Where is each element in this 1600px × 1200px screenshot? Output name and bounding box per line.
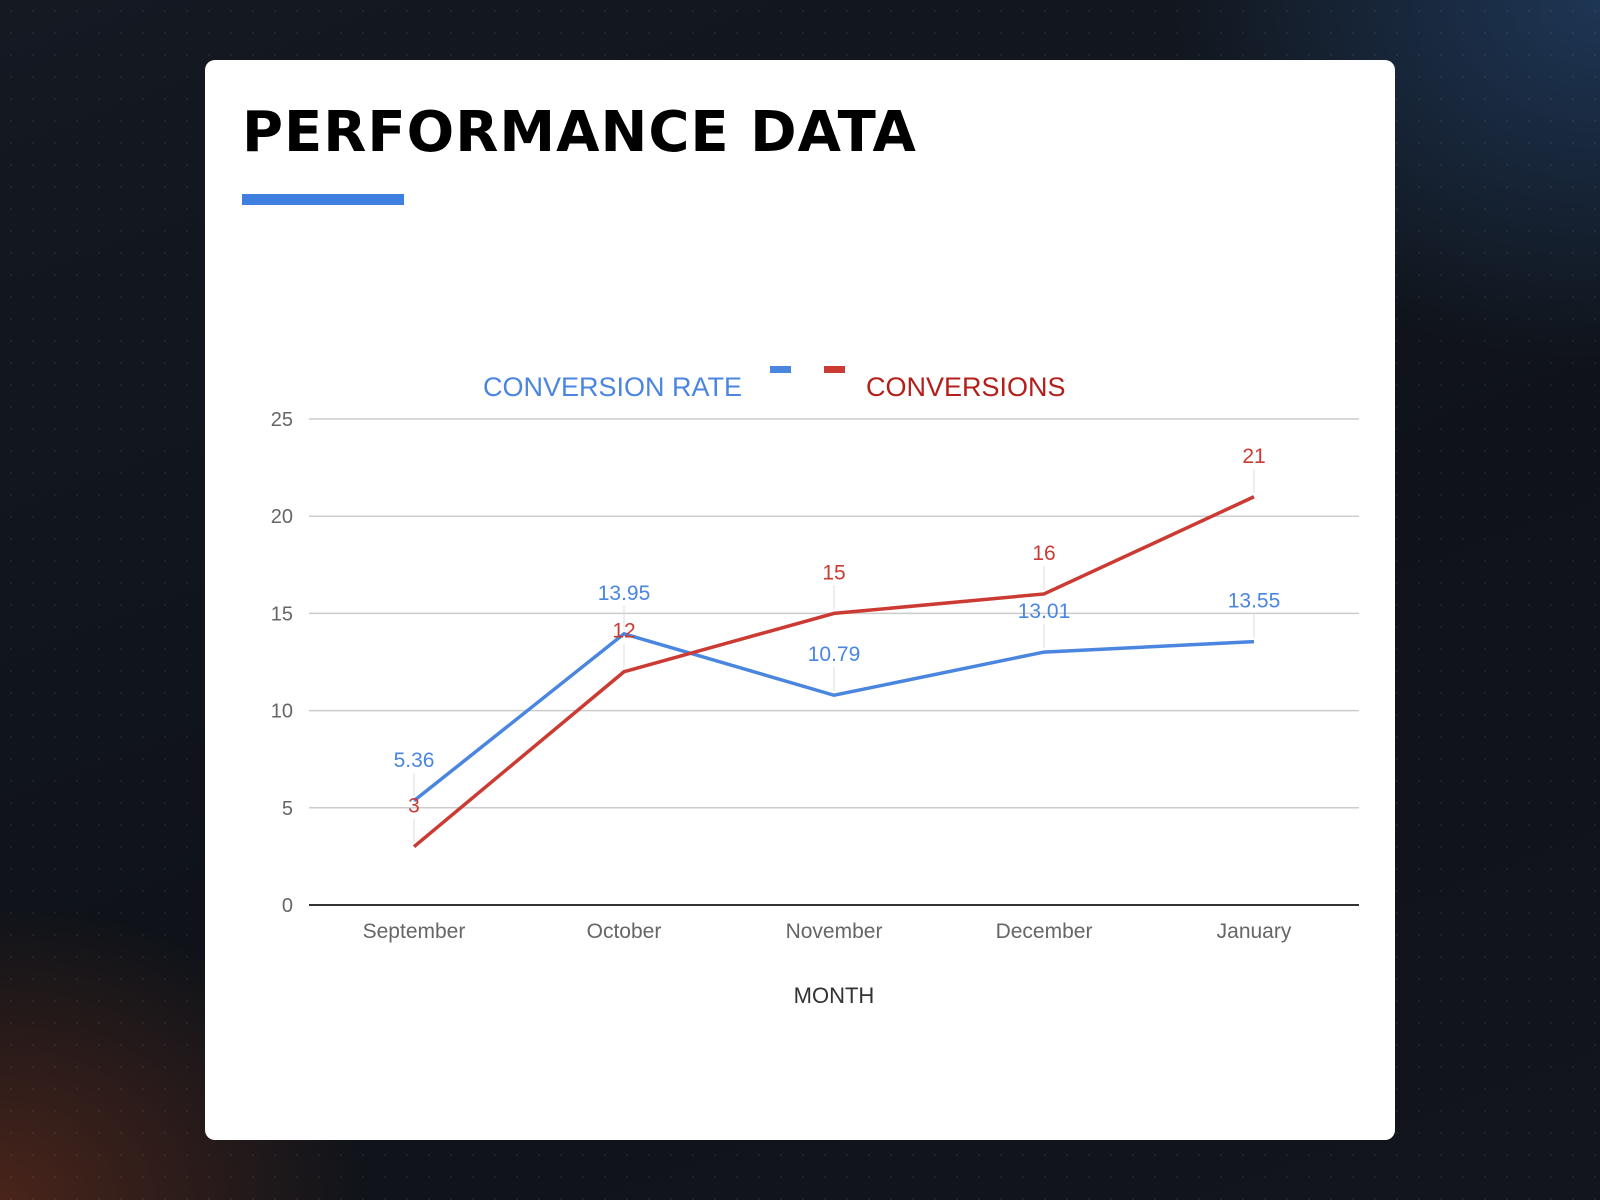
x-tick-label: December	[996, 920, 1093, 943]
legend-swatch-conversions	[824, 366, 845, 373]
data-label-conversions: 3	[408, 795, 420, 818]
chart-card: PERFORMANCE DATA 0 5 10 15 20 25 September Octo…	[205, 60, 1395, 1140]
legend-label-conversions: CONVERSIONS	[866, 372, 1066, 402]
y-tick-label: 5	[282, 798, 293, 820]
data-label-conversion-rate: 13.01	[1018, 600, 1071, 623]
data-label-conversions: 21	[1242, 445, 1265, 468]
y-tick-label: 10	[271, 701, 293, 723]
series-line-conversion-rate	[412, 631, 1255, 803]
y-tick-label: 0	[282, 895, 293, 917]
y-tick-label: 25	[271, 409, 293, 431]
data-label-conversions: 15	[822, 561, 845, 584]
x-tick-label: November	[786, 920, 883, 943]
data-label-conversion-rate: 5.36	[394, 749, 435, 772]
y-tick-label: 15	[271, 603, 293, 625]
data-label-conversions: 16	[1032, 542, 1055, 565]
series-line-conversions	[412, 495, 1255, 849]
page-title: PERFORMANCE DATA	[242, 100, 917, 165]
line-chart: 0 5 10 15 20 25 September October November Decemb…	[271, 366, 1359, 1008]
x-tick-label: September	[363, 920, 466, 943]
x-tick-label: October	[587, 920, 662, 943]
legend-label-conversion-rate: CONVERSION RATE	[483, 372, 742, 402]
y-tick-label: 20	[271, 506, 293, 528]
x-axis-title: MONTH	[794, 983, 875, 1008]
data-label-conversion-rate: 13.55	[1228, 590, 1281, 613]
legend-swatch-conversion-rate	[770, 366, 791, 373]
data-label-conversion-rate: 13.95	[598, 582, 651, 605]
data-label-conversion-rate: 10.79	[808, 643, 861, 666]
x-tick-label: January	[1217, 920, 1292, 943]
title-accent-bar	[242, 194, 404, 205]
data-label-conversions: 12	[612, 620, 635, 643]
